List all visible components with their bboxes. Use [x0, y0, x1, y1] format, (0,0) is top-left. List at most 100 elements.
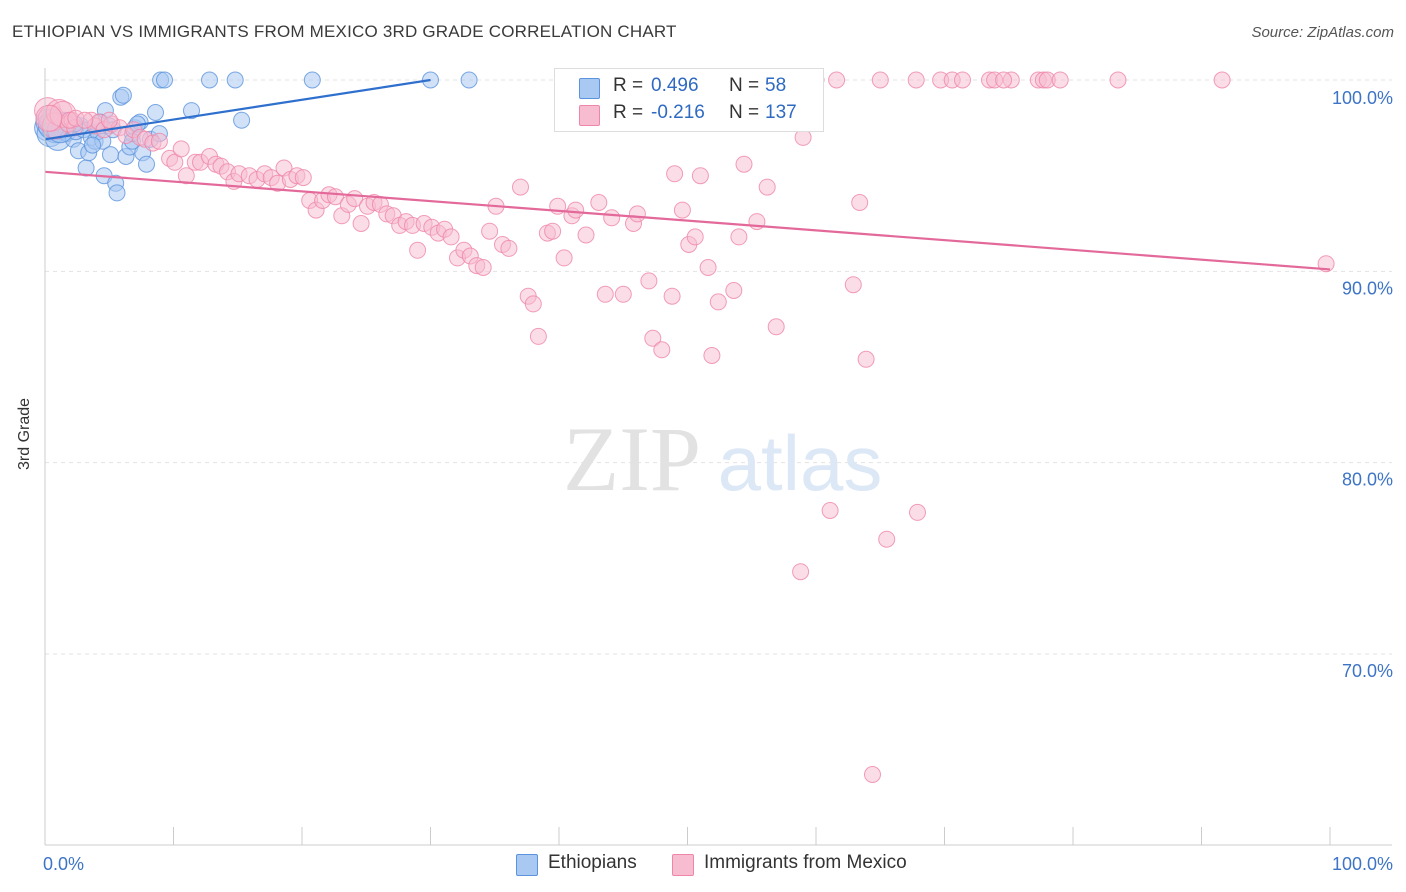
point-mexico: [500, 239, 518, 257]
watermark: ZIP atlas: [563, 408, 882, 510]
n-value: 137: [765, 102, 797, 123]
point-ethiopians: [303, 71, 321, 89]
point-mexico: [1317, 255, 1335, 273]
point-mexico: [857, 350, 875, 368]
point-mexico: [828, 71, 846, 89]
legend-label: Immigrants from Mexico: [704, 852, 907, 873]
point-mexico: [995, 71, 1013, 89]
point-mexico: [555, 249, 573, 267]
point-mexico: [878, 530, 896, 548]
point-ethiopians: [102, 146, 119, 164]
point-ethiopians: [183, 102, 200, 120]
point-mexico: [864, 766, 881, 783]
point-mexico: [767, 318, 785, 336]
n-label: N =: [729, 102, 760, 123]
point-ethiopians: [114, 86, 132, 104]
point-mexico: [100, 111, 118, 129]
r-label: R =: [613, 102, 644, 123]
n-label: N =: [729, 75, 760, 96]
r-label: R =: [613, 75, 644, 96]
point-mexico: [1051, 71, 1069, 89]
legend-swatch-pink: [672, 854, 694, 876]
point-mexico: [758, 178, 776, 196]
point-mexico: [35, 104, 63, 132]
point-mexico: [544, 222, 562, 240]
point-mexico: [703, 347, 721, 364]
point-mexico: [409, 241, 427, 259]
point-mexico: [730, 228, 748, 246]
r-value: -0.216: [651, 102, 705, 123]
point-mexico: [640, 272, 658, 290]
point-mexico: [76, 111, 94, 129]
point-mexico: [481, 222, 499, 240]
point-mexico: [691, 167, 709, 185]
point-mexico: [663, 287, 681, 305]
point-mexico: [567, 201, 585, 219]
point-mexico: [603, 209, 621, 227]
point-mexico: [954, 71, 971, 89]
point-ethiopians: [460, 71, 478, 89]
point-mexico: [792, 563, 810, 581]
point-mexico: [653, 341, 671, 359]
point-mexico: [1213, 71, 1231, 89]
legend-swatch-blue: [579, 78, 600, 99]
point-mexico: [577, 226, 595, 244]
point-mexico: [851, 194, 869, 211]
point-mexico: [909, 503, 926, 521]
chart-title: ETHIOPIAN VS IMMIGRANTS FROM MEXICO 3RD …: [12, 22, 677, 41]
point-mexico: [686, 228, 704, 246]
point-mexico: [352, 215, 370, 232]
point-mexico: [177, 167, 195, 185]
point-mexico: [844, 276, 862, 294]
point-mexico: [172, 140, 190, 158]
point-mexico: [1109, 71, 1127, 89]
y-tick-label: 100.0%: [1332, 88, 1393, 108]
point-ethiopians: [226, 71, 244, 89]
y-tick-label: 70.0%: [1342, 661, 1393, 681]
point-mexico: [673, 201, 691, 219]
point-ethiopians: [147, 104, 164, 121]
point-mexico: [821, 502, 839, 519]
x-tick-label: 100.0%: [1332, 854, 1393, 874]
point-ethiopians: [138, 155, 155, 173]
point-mexico: [871, 71, 889, 89]
legend-swatch-blue: [516, 854, 538, 876]
point-mexico: [628, 205, 646, 223]
point-mexico: [644, 329, 662, 347]
point-ethiopians: [156, 71, 173, 89]
point-mexico: [709, 293, 727, 311]
point-mexico: [699, 259, 717, 276]
point-ethiopians: [84, 136, 101, 154]
point-mexico: [529, 327, 547, 345]
trendline-ethiopians: [44, 78, 431, 141]
point-mexico: [735, 155, 753, 173]
point-mexico: [666, 165, 684, 183]
point-mexico: [150, 132, 168, 150]
point-mexico: [907, 71, 925, 89]
point-mexico: [512, 178, 529, 196]
point-mexico: [590, 194, 608, 211]
y-tick-label: 80.0%: [1342, 470, 1393, 490]
point-mexico: [524, 295, 542, 313]
watermark-zip: ZIP: [563, 408, 701, 510]
point-mexico: [294, 169, 312, 187]
point-ethiopians: [233, 111, 251, 129]
point-ethiopians: [108, 184, 126, 202]
correlation-legend: R = 0.496 N = 58 R = -0.216 N = 137: [554, 68, 824, 132]
legend-label: Ethiopians: [548, 852, 637, 873]
n-value: 58: [765, 75, 787, 96]
x-tick-label: 0.0%: [43, 854, 84, 874]
point-mexico: [474, 259, 492, 276]
r-value: 0.496: [651, 75, 699, 96]
point-ethiopians: [201, 71, 218, 89]
trendline-mexico: [44, 170, 1331, 271]
point-mexico: [442, 228, 460, 246]
point-mexico: [725, 282, 743, 299]
y-tick-label: 90.0%: [1342, 278, 1393, 298]
point-mexico: [614, 285, 632, 303]
watermark-atlas: atlas: [718, 419, 883, 507]
point-mexico: [596, 285, 614, 303]
legend-swatch-pink: [579, 105, 600, 126]
source-label: Source: ZipAtlas.com: [1251, 24, 1394, 41]
